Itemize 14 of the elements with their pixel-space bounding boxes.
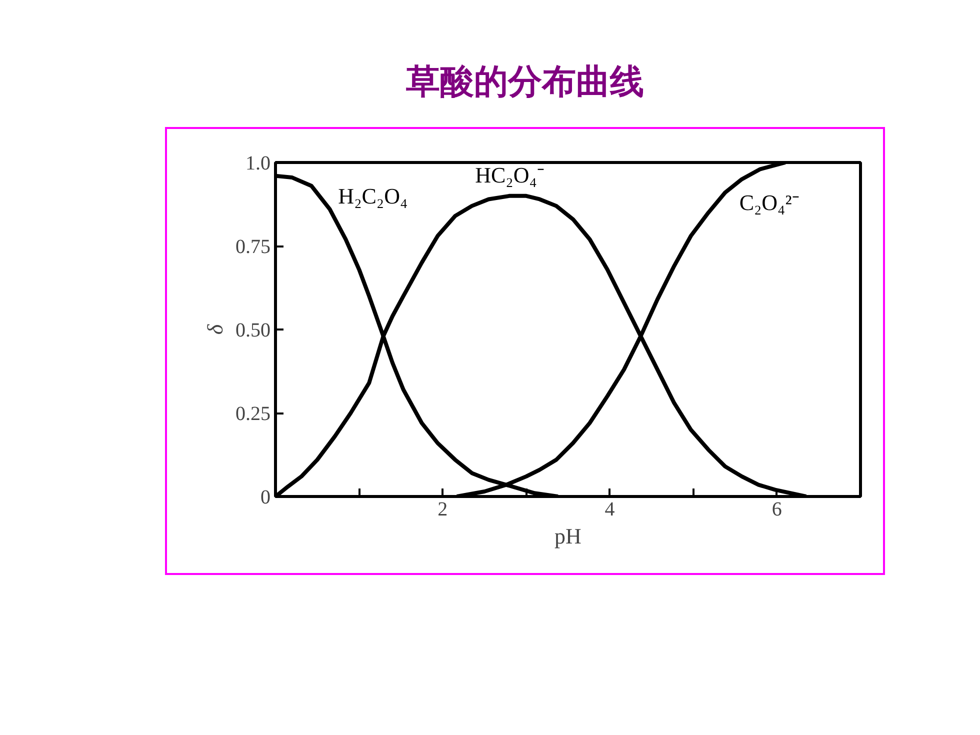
x-axis-title: pH [554,523,582,548]
x-tick-label: 2 [438,498,448,520]
x-tick-label: 6 [772,498,782,520]
y-tick-label: 0.25 [236,402,270,425]
y-tick-label: 0.50 [236,319,270,342]
chart-title: 草酸的分布曲线 [406,61,644,104]
y-axis-title: δ [202,323,228,334]
y-tick-label: 0 [260,486,270,508]
series-label: C₂O₄²⁻ [739,190,799,215]
series-label: H₂C₂O₄ [338,182,408,208]
series-label: HC₂O₄⁻ [475,162,544,188]
y-tick-label: 0.75 [236,236,270,258]
y-tick-label: 1.0 [246,152,270,174]
x-tick-label: 4 [604,498,615,520]
